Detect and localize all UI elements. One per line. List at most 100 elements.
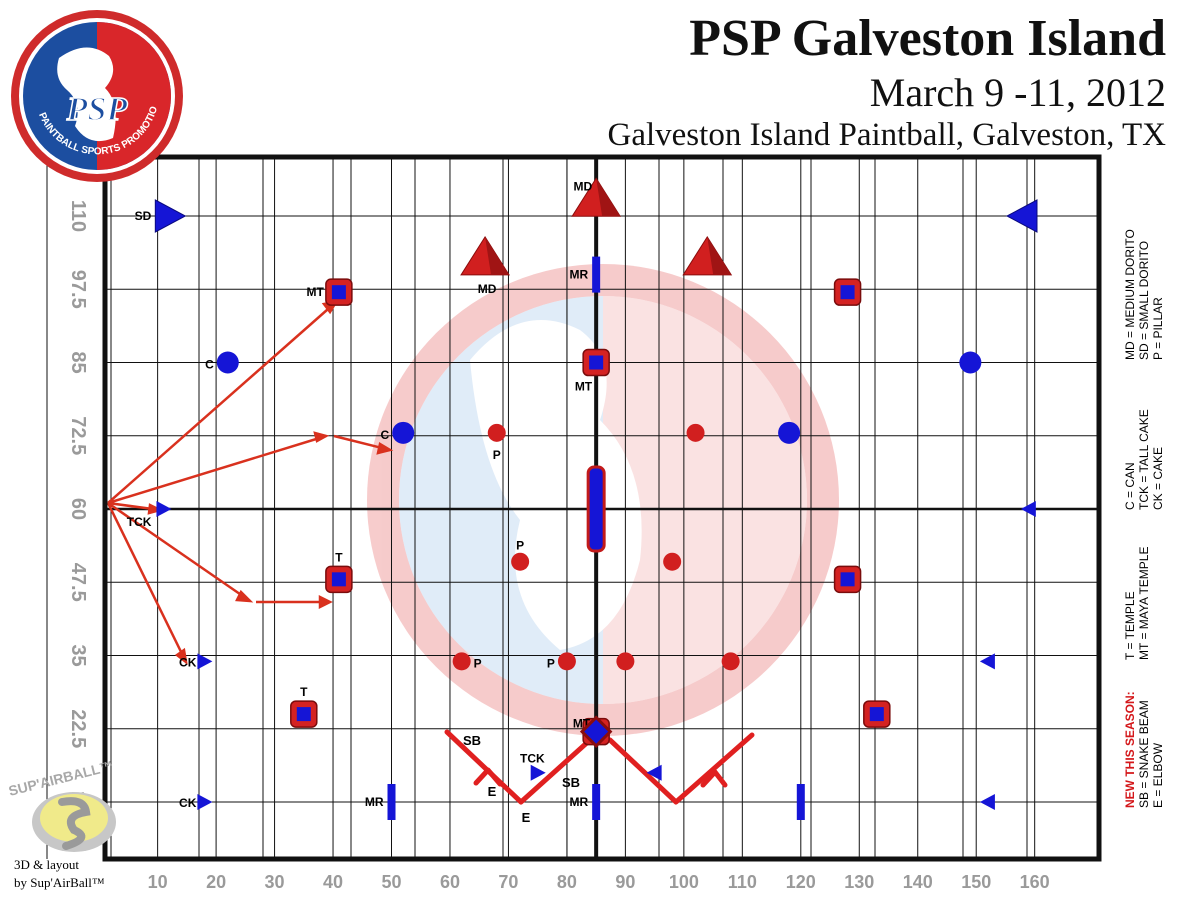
y-tick-label: 72.5	[67, 416, 89, 455]
bunker-ck	[197, 794, 213, 810]
x-tick-label: 10	[148, 872, 168, 892]
bunker-label: P	[474, 656, 482, 670]
bunker-p	[616, 652, 635, 671]
bunker-ck	[979, 653, 995, 670]
bunker-label: CK	[179, 796, 197, 810]
bunker-label: P	[547, 656, 555, 670]
bunker-c	[959, 351, 982, 374]
x-tick-label: 140	[903, 872, 933, 892]
credit-line-2: by Sup'AirBall™	[14, 875, 105, 890]
lane-arrow-head	[235, 589, 254, 603]
bunker-label: MD	[573, 179, 592, 193]
bunker-label: P	[493, 448, 501, 462]
field-border	[102, 154, 1102, 862]
bunker-label: MT	[307, 285, 325, 299]
legend-line: CK = CAKE	[1151, 447, 1165, 510]
bunker-label: C	[205, 358, 214, 372]
bunker-mt	[582, 348, 610, 377]
bunker-t	[863, 700, 891, 728]
event-dates: March 9 -11, 2012	[869, 70, 1166, 115]
bunker-p	[686, 423, 705, 442]
event-venue: Galveston Island Paintball, Galveston, T…	[607, 117, 1166, 153]
page-title: PSP Galveston Island	[689, 10, 1166, 67]
x-tick-label: 80	[557, 872, 577, 892]
psp-logo: PAINTBALL SPORTS PROMOTIONS PSP	[9, 8, 183, 182]
bunker-label: SD	[135, 209, 152, 223]
bunker-c	[216, 351, 239, 374]
lane-arrow-head	[376, 442, 394, 455]
field-grid	[46, 157, 1099, 859]
lane-arrow	[107, 501, 251, 603]
bunker-label: TCK	[520, 752, 545, 766]
bunker-label: T	[335, 550, 343, 564]
bunker-t	[833, 565, 862, 594]
snake-label: SB	[463, 733, 481, 748]
bunker-label: P	[516, 539, 524, 553]
lane-arrow	[106, 502, 188, 663]
bunker-mt	[325, 278, 353, 306]
bunker-p	[557, 652, 576, 671]
legend-line: T = TEMPLE	[1123, 591, 1137, 660]
legend-line: E = ELBOW	[1151, 742, 1165, 808]
legend-line: SB = SNAKE BEAM	[1137, 700, 1151, 808]
x-tick-label: 20	[206, 872, 226, 892]
center-temple-diamond	[579, 715, 613, 748]
snake-label: SB	[562, 775, 580, 790]
lane-arrow	[107, 301, 337, 504]
x-tick-label: 30	[265, 872, 285, 892]
snake-label: E	[488, 784, 497, 799]
bunker-p	[721, 652, 740, 671]
bunker-label: MR	[569, 268, 588, 282]
y-tick-label: 60	[67, 498, 89, 520]
bunker-p	[452, 652, 471, 671]
bunker-p	[511, 552, 530, 571]
legend-line: P = PILLAR	[1151, 297, 1165, 360]
supairball-logo-text: SUP'AIRBALL™	[7, 760, 115, 799]
bunker-c	[392, 421, 415, 444]
bunker-mt	[833, 278, 862, 306]
x-tick-label: 90	[615, 872, 635, 892]
supairball-logo: SUP'AIRBALL™	[7, 760, 116, 852]
x-tick-label: 110	[728, 872, 757, 892]
snake-beam	[444, 729, 755, 805]
bunker-mr	[796, 784, 805, 820]
bunker-t	[325, 565, 353, 594]
lane-arrow-head	[147, 503, 164, 515]
bunker-label: MR	[365, 795, 384, 809]
x-axis: 10 20 30 40 50 60 70 80 90 100 110 120 130 140 150 160	[148, 872, 1050, 892]
bunker-mr	[387, 784, 396, 820]
bunker-p	[663, 552, 682, 571]
lane-arrow-head	[174, 647, 188, 665]
y-tick-label: 85	[67, 351, 89, 373]
bunker-mr	[592, 784, 601, 820]
shooting-lanes	[106, 300, 394, 665]
bunker-ck	[197, 653, 213, 670]
logo-letters: PSP	[66, 91, 128, 128]
bunker-md	[682, 235, 733, 276]
x-tick-label: 120	[786, 872, 816, 892]
bunker-label: MR	[569, 795, 588, 809]
x-tick-label: 130	[844, 872, 874, 892]
bunker-sd	[154, 199, 187, 233]
header: PSP Galveston Island March 9 -11, 2012 G…	[608, 8, 1166, 154]
bunker-sb	[586, 465, 606, 553]
legend: MD = MEDIUM DORITO SD = SMALL DORITO P = P…	[1123, 229, 1165, 808]
legend-line: NEW THIS SEASON:	[1123, 691, 1137, 808]
bunker-tck	[646, 764, 662, 781]
bunker-label: MD	[478, 282, 497, 296]
bunker-p	[487, 423, 506, 442]
legend-line: C = CAN	[1123, 462, 1137, 510]
bunker-label: C	[381, 428, 390, 442]
bunker-tck	[1020, 501, 1036, 517]
credit-line-1: 3D & layout	[14, 857, 79, 872]
y-tick-label: 110	[67, 200, 89, 232]
bunker-md	[571, 177, 622, 217]
snake-label: E	[522, 810, 531, 825]
legend-line: SD = SMALL DORITO	[1137, 241, 1151, 360]
y-tick-label: 35	[67, 644, 89, 666]
lane-arrow	[107, 434, 327, 505]
x-tick-label: 160	[1020, 872, 1050, 892]
